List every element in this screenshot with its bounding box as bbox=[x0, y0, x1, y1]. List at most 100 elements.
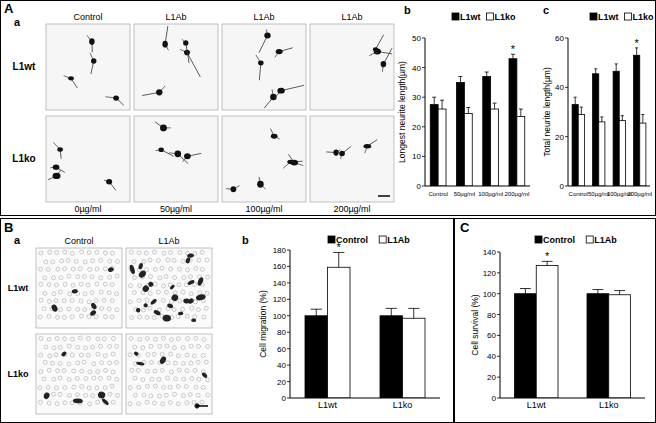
neurite bbox=[259, 63, 261, 80]
bar bbox=[464, 113, 472, 186]
pore bbox=[96, 352, 100, 356]
cell-body bbox=[264, 33, 270, 39]
bar bbox=[491, 109, 499, 186]
y-tick-label: 140 bbox=[273, 279, 287, 288]
pore bbox=[62, 337, 66, 341]
cell bbox=[90, 302, 98, 310]
cell bbox=[137, 269, 147, 279]
pore bbox=[91, 259, 95, 263]
pore bbox=[148, 258, 152, 262]
pore bbox=[76, 345, 80, 349]
error-stem bbox=[636, 48, 637, 55]
cell-body bbox=[183, 40, 188, 45]
pore bbox=[200, 267, 204, 271]
pore bbox=[192, 400, 196, 404]
pore bbox=[161, 298, 165, 302]
image-frame bbox=[310, 116, 394, 202]
cell bbox=[136, 361, 145, 366]
x-tick-label: Control bbox=[569, 191, 588, 197]
cell bbox=[197, 276, 205, 286]
image-frame bbox=[134, 24, 218, 110]
image-frame bbox=[126, 248, 212, 328]
pore bbox=[108, 392, 112, 396]
error-cap bbox=[386, 308, 397, 309]
pore bbox=[99, 276, 103, 280]
error-bar bbox=[493, 103, 497, 109]
legend-label: L1ko bbox=[494, 12, 516, 22]
legend-label: Control bbox=[336, 235, 368, 245]
pore bbox=[149, 360, 153, 364]
error-stem bbox=[316, 309, 317, 316]
pore bbox=[63, 401, 67, 405]
bar bbox=[509, 59, 517, 186]
pore bbox=[204, 306, 208, 310]
pore bbox=[145, 315, 149, 319]
y-tick bbox=[565, 186, 568, 187]
significance-marker: * bbox=[635, 37, 640, 49]
cell-body bbox=[276, 49, 283, 54]
pore bbox=[160, 368, 164, 372]
bar bbox=[430, 105, 438, 186]
pore bbox=[168, 385, 172, 389]
pore bbox=[182, 276, 186, 280]
cell bbox=[89, 309, 97, 317]
micrograph bbox=[36, 334, 122, 414]
bar bbox=[515, 294, 537, 398]
x-tick-label: 50µg/ml bbox=[454, 191, 475, 197]
pore bbox=[58, 345, 62, 349]
pore bbox=[70, 251, 74, 255]
pore bbox=[114, 360, 118, 364]
pore bbox=[63, 385, 67, 389]
pore bbox=[78, 336, 82, 340]
y-tick-label: 30 bbox=[412, 93, 421, 102]
pore bbox=[129, 250, 133, 254]
pore bbox=[68, 292, 72, 296]
pore bbox=[128, 402, 132, 406]
pore bbox=[145, 384, 149, 388]
column-header: L1Ab bbox=[253, 12, 274, 22]
cell-body bbox=[339, 151, 345, 156]
cell-body bbox=[381, 61, 387, 67]
panel-label: B bbox=[4, 220, 13, 235]
bar bbox=[599, 122, 605, 186]
pore bbox=[82, 360, 86, 364]
cell bbox=[162, 314, 171, 322]
pore bbox=[157, 394, 161, 398]
y-tick bbox=[287, 381, 290, 382]
chart-title: c bbox=[543, 4, 549, 16]
pore bbox=[76, 307, 80, 311]
pore bbox=[177, 368, 181, 372]
y-tick-label: 40 bbox=[487, 352, 496, 361]
error-bar bbox=[333, 252, 344, 267]
cell-body bbox=[106, 179, 112, 184]
pore bbox=[67, 344, 71, 348]
pore bbox=[115, 292, 119, 296]
error-bar bbox=[440, 100, 444, 109]
row-label: L1wt bbox=[8, 283, 29, 293]
pore bbox=[156, 259, 160, 263]
y-tick-label: 180 bbox=[273, 246, 287, 255]
error-bar bbox=[519, 109, 523, 116]
pore bbox=[103, 282, 107, 286]
pore bbox=[58, 376, 62, 380]
pore bbox=[94, 315, 98, 319]
y-tick-label: 80 bbox=[277, 328, 286, 337]
pore bbox=[141, 308, 145, 312]
pore bbox=[54, 353, 58, 357]
legend-swatch bbox=[590, 13, 597, 20]
pore bbox=[39, 251, 43, 255]
y-tick bbox=[287, 315, 290, 316]
y-tick bbox=[497, 314, 500, 315]
pore bbox=[88, 370, 92, 374]
pore bbox=[116, 259, 120, 263]
pore bbox=[184, 283, 188, 287]
y-tick bbox=[422, 67, 425, 68]
pore bbox=[100, 307, 104, 311]
cell-body bbox=[91, 58, 96, 63]
y-tick bbox=[287, 250, 290, 251]
cell-body bbox=[162, 41, 167, 48]
y-tick bbox=[422, 97, 425, 98]
pore bbox=[55, 402, 59, 406]
y-tick bbox=[497, 252, 500, 253]
column-header: Control bbox=[73, 12, 102, 22]
